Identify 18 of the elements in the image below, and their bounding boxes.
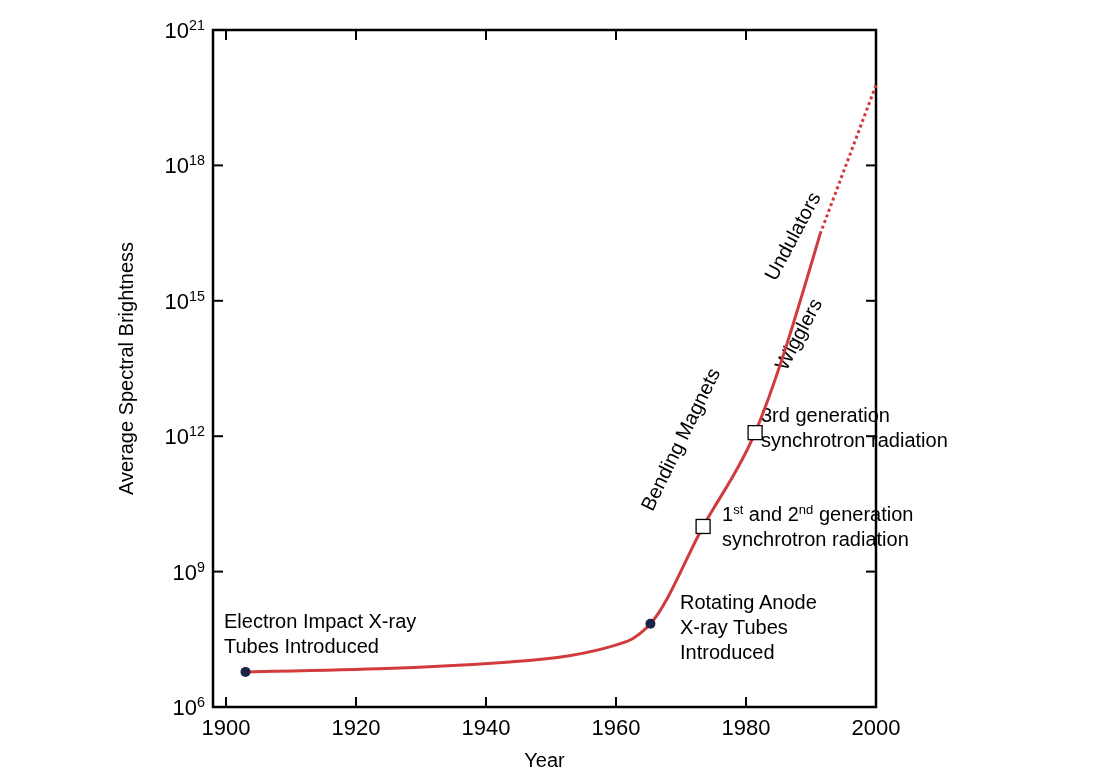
x-tick-label: 2000 — [851, 715, 901, 740]
x-tick-label: 1960 — [591, 715, 641, 740]
y-tick-label: 10$^{15}$ — [164, 287, 206, 314]
y-axis-title: Average Spectral Brightness — [115, 241, 137, 496]
x-tick-label: 1920 — [331, 715, 381, 740]
x-tick-label: 1980 — [721, 715, 771, 740]
y-tick-label: 10$^{9}$ — [172, 558, 206, 585]
point — [240, 666, 251, 677]
annotation: Rotating Anode X-ray Tubes Introduced — [680, 591, 817, 663]
x-tick-label: 1940 — [461, 715, 511, 740]
x-axis-title: Year — [524, 749, 566, 771]
y-tick-label: 10$^{18}$ — [164, 152, 206, 179]
point — [645, 618, 656, 629]
y-tick-label: 10$^{21}$ — [164, 17, 206, 43]
y-tick-label: 10$^{12}$ — [164, 423, 206, 450]
point — [747, 424, 763, 441]
point — [695, 518, 711, 535]
annotation: Electron Impact X-ray Tubes Introduced — [224, 610, 417, 657]
